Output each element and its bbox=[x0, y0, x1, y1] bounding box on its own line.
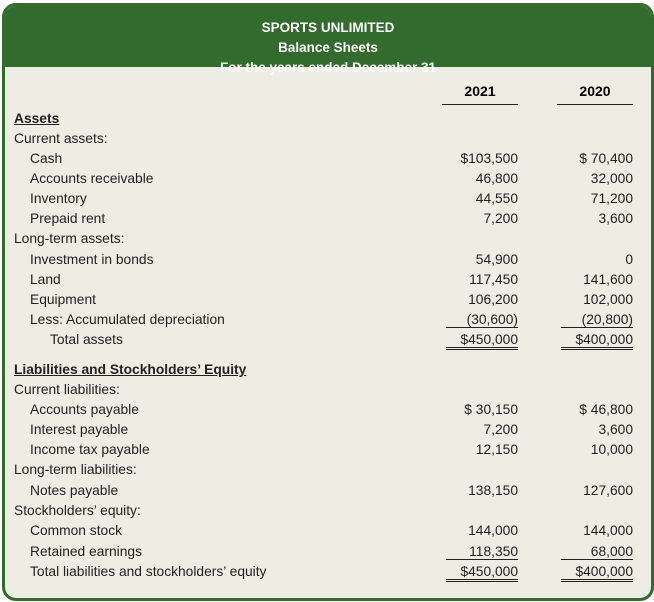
section-heading: Liabilities and Stockholders’ Equity bbox=[14, 362, 247, 377]
statement-period: For the years ended December 31 bbox=[219, 60, 437, 75]
balance-sheet: SPORTS UNLIMITED Balance Sheets For the … bbox=[2, 3, 654, 601]
row-label: Notes payable bbox=[30, 483, 119, 498]
value-2021: $450,000 bbox=[446, 332, 518, 350]
table-row: Assets bbox=[5, 111, 651, 131]
value-2021: $ 30,150 bbox=[464, 402, 518, 417]
value-2021: 106,200 bbox=[468, 292, 518, 307]
section-heading: Assets bbox=[14, 111, 60, 126]
column-header-2021: 2021 bbox=[442, 83, 518, 105]
value-2020: 10,000 bbox=[590, 442, 633, 457]
statement-title: Balance Sheets bbox=[278, 40, 378, 55]
value-2020: 144,000 bbox=[583, 523, 633, 538]
value-2020: $ 70,400 bbox=[579, 151, 633, 166]
value-2020: 3,600 bbox=[598, 211, 633, 226]
table-row: Accounts receivable 46,800 32,000 bbox=[5, 171, 651, 191]
row-label: Equipment bbox=[30, 292, 96, 307]
row-label: Accounts payable bbox=[30, 402, 139, 417]
value-2021: 7,200 bbox=[483, 211, 518, 226]
row-label: Accounts receivable bbox=[30, 171, 154, 186]
row-label: Cash bbox=[30, 151, 63, 166]
table-row: Total assets $450,000 $400,000 bbox=[5, 332, 651, 352]
row-label: Investment in bonds bbox=[30, 252, 154, 267]
table-row: Total liabilities and stockholders’ equi… bbox=[5, 564, 651, 584]
value-2020: $400,000 bbox=[561, 332, 633, 350]
table-row: Investment in bonds 54,900 0 bbox=[5, 252, 651, 272]
table-row: Less: Accumulated depreciation (30,600) (2… bbox=[5, 312, 651, 332]
table-row: Interest payable 7,200 3,600 bbox=[5, 422, 651, 442]
row-label: Long-term liabilities: bbox=[14, 462, 137, 477]
company-name: SPORTS UNLIMITED bbox=[261, 20, 395, 35]
table-row: Retained earnings 118,350 68,000 bbox=[5, 544, 651, 564]
value-2020: 68,000 bbox=[561, 544, 633, 560]
table-row: Prepaid rent 7,200 3,600 bbox=[5, 211, 651, 231]
row-label: Prepaid rent bbox=[30, 211, 106, 226]
value-2021: 54,900 bbox=[475, 252, 518, 267]
column-header-2020: 2020 bbox=[557, 83, 633, 105]
statement-header: SPORTS UNLIMITED Balance Sheets For the … bbox=[5, 6, 651, 75]
value-2020: (20,800) bbox=[561, 312, 633, 328]
table-row: Equipment 106,200 102,000 bbox=[5, 292, 651, 312]
row-label: Current assets: bbox=[14, 131, 108, 146]
value-2020: 3,600 bbox=[598, 422, 633, 437]
table-row: Income tax payable 12,150 10,000 bbox=[5, 442, 651, 462]
row-label: Long-term assets: bbox=[14, 231, 125, 246]
value-2021: $103,500 bbox=[460, 151, 518, 166]
value-2020: 71,200 bbox=[590, 191, 633, 206]
row-label: Income tax payable bbox=[30, 442, 150, 457]
value-2021: 46,800 bbox=[475, 171, 518, 186]
value-2021: 144,000 bbox=[468, 523, 518, 538]
table-row: Current liabilities: bbox=[5, 382, 651, 402]
table-row: Liabilities and Stockholders’ Equity bbox=[5, 362, 651, 382]
value-2021: (30,600) bbox=[446, 312, 518, 328]
row-label: Less: Accumulated depreciation bbox=[30, 312, 225, 327]
value-2020: 141,600 bbox=[583, 272, 633, 287]
table-row: Notes payable 138,150 127,600 bbox=[5, 483, 651, 503]
table-row: Land 117,450 141,600 bbox=[5, 272, 651, 292]
row-label: Total liabilities and stockholders’ equi… bbox=[30, 564, 267, 579]
value-2021: 117,450 bbox=[469, 272, 518, 287]
row-label: Inventory bbox=[30, 191, 87, 206]
value-2020: 32,000 bbox=[590, 171, 633, 186]
row-label: Retained earnings bbox=[30, 544, 142, 559]
row-label: Current liabilities: bbox=[14, 382, 120, 397]
value-2021: 138,150 bbox=[468, 483, 518, 498]
value-2021: 12,150 bbox=[475, 442, 518, 457]
row-label: Common stock bbox=[30, 523, 123, 538]
value-2021: 118,350 bbox=[446, 544, 518, 560]
value-2021: $450,000 bbox=[446, 564, 518, 582]
row-label: Total assets bbox=[50, 332, 123, 347]
row-label: Interest payable bbox=[30, 422, 129, 437]
value-2020: 0 bbox=[625, 252, 633, 267]
value-2021: 44,550 bbox=[475, 191, 518, 206]
value-2020: $ 46,800 bbox=[579, 402, 633, 417]
row-label: Land bbox=[30, 272, 61, 287]
table-row: Stockholders’ equity: bbox=[5, 503, 651, 523]
table-row: Inventory 44,550 71,200 bbox=[5, 191, 651, 211]
value-2020: 127,600 bbox=[583, 483, 633, 498]
table-row: Accounts payable $ 30,150 $ 46,800 bbox=[5, 402, 651, 422]
value-2020: 102,000 bbox=[583, 292, 633, 307]
row-label: Stockholders’ equity: bbox=[14, 503, 141, 518]
value-2020: $400,000 bbox=[561, 564, 633, 582]
value-2021: 7,200 bbox=[483, 422, 518, 437]
table-row: Long-term liabilities: bbox=[5, 462, 651, 482]
table-row: Long-term assets: bbox=[5, 231, 651, 251]
table-row: Common stock 144,000 144,000 bbox=[5, 523, 651, 543]
table-row: Current assets: bbox=[5, 131, 651, 151]
table-row: Cash $103,500 $ 70,400 bbox=[5, 151, 651, 171]
